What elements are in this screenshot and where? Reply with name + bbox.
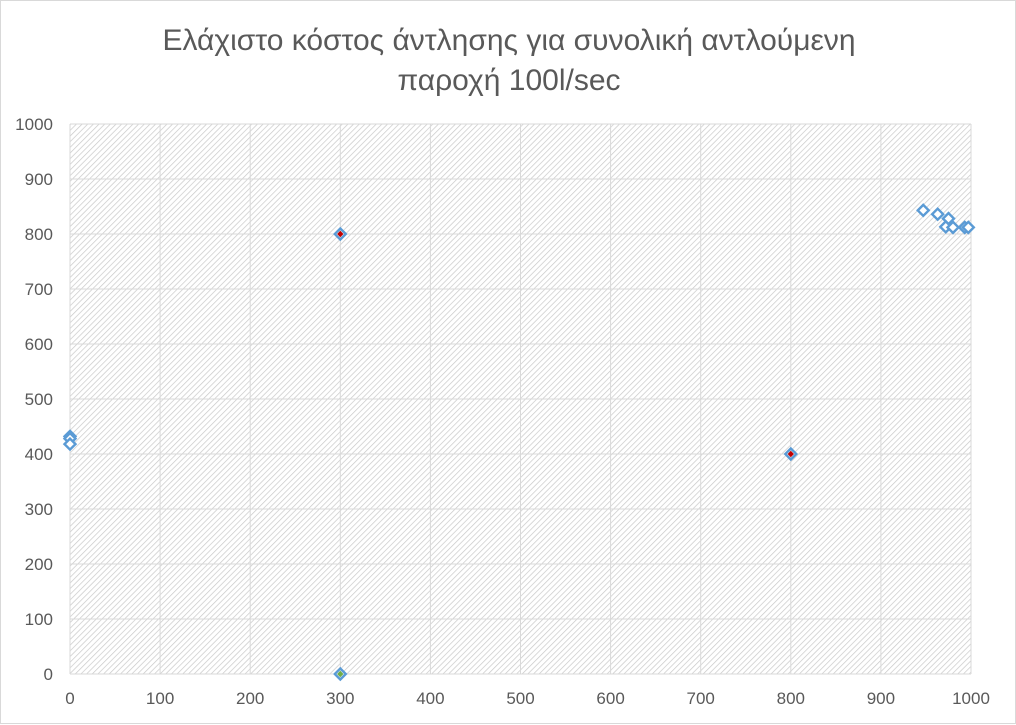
x-tick-label: 200 — [236, 689, 264, 708]
y-tick-label: 800 — [25, 225, 53, 244]
data-point — [333, 226, 348, 242]
y-tick-label: 0 — [44, 665, 53, 684]
chart-title: Ελάχιστο κόστος άντλησης για συνολική αν… — [1, 21, 1016, 101]
y-tick-label: 500 — [25, 390, 53, 409]
data-point — [961, 220, 976, 235]
data-point — [62, 436, 78, 452]
x-tick-label: 100 — [146, 689, 174, 708]
x-tick-label: 800 — [777, 689, 805, 708]
y-tick-label: 400 — [25, 445, 53, 464]
x-tick-label: 900 — [867, 689, 895, 708]
x-tick-label: 700 — [687, 689, 715, 708]
chart-title-line-1: Ελάχιστο κόστος άντλησης για συνολική αν… — [162, 24, 856, 57]
y-tick-label: 100 — [25, 610, 53, 629]
data-point — [333, 666, 348, 682]
data-point — [945, 220, 961, 235]
gridlines — [69, 123, 972, 675]
y-tick-label: 700 — [25, 280, 53, 299]
x-tick-label: 400 — [416, 689, 444, 708]
data-points — [62, 203, 976, 682]
x-tick-label: 1000 — [952, 689, 990, 708]
y-tick-label: 600 — [25, 335, 53, 354]
data-point — [916, 203, 931, 218]
y-tick-label: 200 — [25, 555, 53, 574]
y-axis-tick-labels: 0 100 200 300 400 500 600 700 800 900 1000 — [15, 115, 53, 684]
chart-title-line-2: παροχή 100l/sec — [397, 64, 621, 97]
x-tick-label: 600 — [596, 689, 624, 708]
x-tick-label: 0 — [65, 689, 74, 708]
data-point — [930, 207, 945, 222]
y-tick-label: 300 — [25, 500, 53, 519]
x-tick-label: 300 — [326, 689, 354, 708]
y-tick-label: 900 — [25, 170, 53, 189]
y-tick-label: 1000 — [15, 115, 53, 134]
data-point — [783, 446, 798, 462]
x-axis-tick-labels: 0 100 200 300 400 500 600 700 800 900 1000 — [65, 689, 990, 708]
x-tick-label: 500 — [506, 689, 534, 708]
